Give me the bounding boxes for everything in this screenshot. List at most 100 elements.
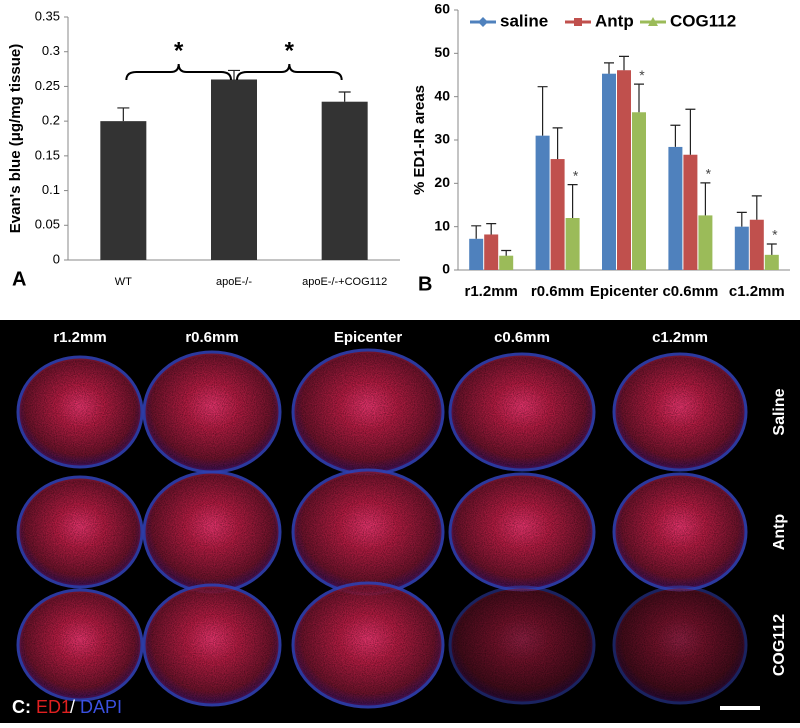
y-tick-label: 40: [434, 87, 450, 103]
bar: [565, 218, 580, 270]
significance-bracket: [125, 63, 232, 81]
bar: [764, 254, 779, 270]
y-tick-label: 0.35: [35, 8, 60, 23]
tissue-texture: [296, 353, 440, 471]
bar: [683, 154, 698, 270]
bar: [734, 226, 749, 270]
error-bar: [501, 249, 512, 256]
tissue-texture: [296, 473, 440, 591]
bar: [100, 121, 147, 261]
panel-label: C:: [12, 697, 31, 717]
error-bar: [619, 55, 629, 71]
error-bar: [552, 127, 563, 160]
y-tick-label: 0.2: [42, 113, 60, 128]
x-tick-label: apoE-/-: [216, 276, 252, 288]
column-label: r1.2mm: [53, 329, 106, 346]
legend-label: COG112: [670, 11, 736, 30]
row-label: COG112: [771, 614, 788, 676]
error-bar: [700, 182, 711, 216]
error-bar: [338, 91, 351, 102]
tissue-texture: [147, 355, 277, 469]
y-axis-label: % ED1-IR areas: [411, 85, 428, 195]
bar: [617, 70, 631, 270]
y-tick-label: 0: [53, 251, 60, 266]
tissue-texture: [617, 357, 743, 467]
error-bar: [117, 107, 130, 122]
error-bar: [685, 108, 696, 155]
tissue-texture: [453, 590, 591, 700]
column-label: r0.6mm: [185, 329, 238, 346]
tissue-texture: [21, 593, 139, 697]
bar: [499, 255, 514, 270]
legend-marker: [648, 17, 658, 26]
tissue-texture: [453, 477, 591, 587]
y-tick-label: 10: [434, 217, 450, 233]
bar: [698, 215, 713, 270]
error-bar: [751, 195, 762, 220]
tissue-texture: [147, 588, 277, 702]
bar: [469, 238, 484, 270]
y-tick-label: 0: [442, 261, 450, 277]
y-axis-label: Evan's blue (μg/mg tissue): [7, 44, 24, 233]
error-bar: [670, 124, 681, 147]
x-tick-label: r1.2mm: [465, 283, 518, 300]
legend-marker: [574, 18, 582, 26]
y-tick-label: 0.05: [35, 217, 60, 232]
column-label: c0.6mm: [494, 329, 550, 346]
legend-marker: [478, 17, 488, 27]
error-bar: [736, 211, 747, 227]
stain-label: ED1: [36, 697, 71, 717]
tissue-texture: [147, 475, 277, 589]
x-tick-label: WT: [115, 276, 132, 288]
row-label: Antp: [771, 514, 788, 551]
error-bar: [471, 225, 482, 239]
legend-label: Antp: [595, 11, 634, 30]
tissue-texture: [617, 590, 743, 700]
significance-star: *: [573, 167, 579, 183]
error-bar: [486, 223, 497, 235]
tissue-texture: [21, 480, 139, 584]
bar: [550, 159, 565, 270]
y-tick-label: 0.3: [42, 43, 60, 58]
error-bar: [604, 62, 614, 74]
x-tick-label: c0.6mm: [662, 283, 718, 300]
significance-star: *: [639, 67, 645, 83]
stain-label: DAPI: [80, 697, 122, 717]
y-tick-label: 20: [434, 174, 450, 190]
x-tick-label: r0.6mm: [531, 283, 584, 300]
tissue-texture: [617, 477, 743, 587]
error-bar: [766, 243, 777, 255]
y-tick-label: 30: [434, 131, 450, 147]
x-tick-label: c1.2mm: [729, 283, 785, 300]
significance-star: *: [285, 37, 295, 64]
tissue-texture: [453, 357, 591, 467]
error-bar: [228, 69, 240, 80]
significance-star: *: [772, 227, 778, 243]
bar: [668, 146, 683, 270]
micrographs: [16, 348, 748, 709]
bar: [749, 219, 764, 270]
error-bar: [537, 86, 548, 136]
error-bar: [634, 83, 644, 113]
bar: [535, 135, 550, 270]
column-label: c1.2mm: [652, 329, 708, 346]
bar: [484, 234, 499, 270]
y-tick-label: 0.15: [35, 147, 60, 162]
y-tick-label: 0.25: [35, 78, 60, 93]
y-tick-label: 50: [434, 44, 450, 60]
bar: [632, 112, 646, 271]
error-bar: [567, 184, 578, 218]
panel-label: A: [12, 268, 26, 290]
tissue-texture: [21, 360, 139, 464]
panel-label: B: [418, 273, 432, 295]
significance-star: *: [706, 166, 712, 182]
x-tick-label: Epicenter: [590, 283, 659, 300]
column-label: Epicenter: [334, 329, 403, 346]
legend-label: saline: [500, 11, 548, 30]
bar: [211, 79, 257, 260]
tissue-texture: [296, 586, 440, 704]
bar: [321, 101, 368, 261]
significance-bracket: [236, 63, 343, 81]
significance-star: *: [174, 37, 184, 64]
